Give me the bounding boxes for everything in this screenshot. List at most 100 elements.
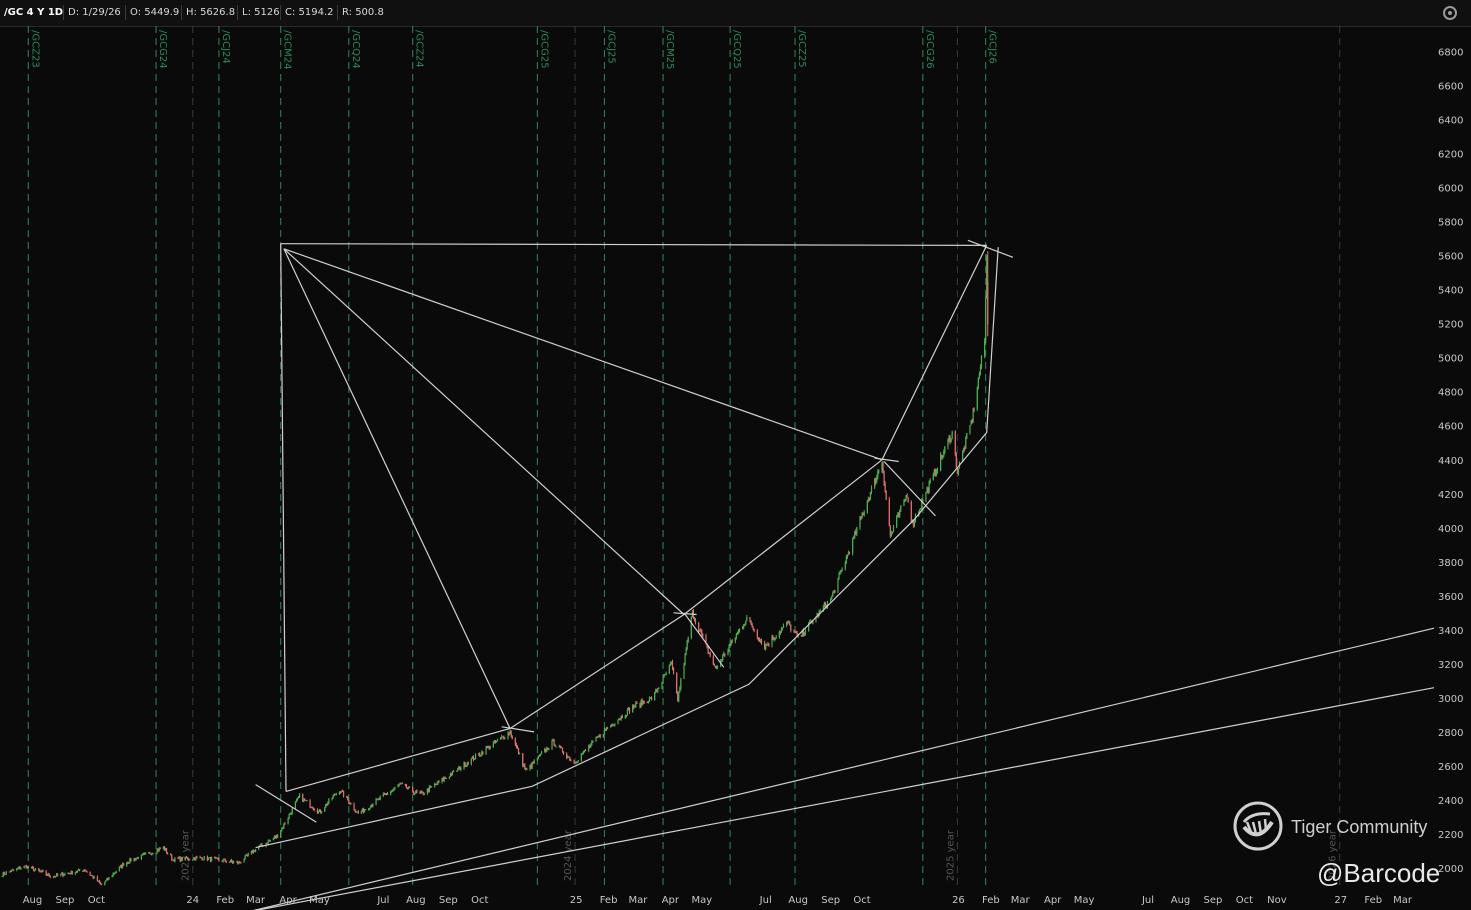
candle-body <box>957 468 960 474</box>
candle-body <box>870 487 873 493</box>
candle <box>596 736 598 738</box>
candle <box>921 497 923 511</box>
candle-body <box>881 463 883 471</box>
settings-gear-icon[interactable] <box>1443 6 1457 20</box>
candle-body <box>624 715 626 718</box>
candle-body <box>68 873 70 875</box>
candle <box>53 875 56 878</box>
candle-body <box>194 857 196 861</box>
chart-header: /GC 4 Y 1D D: 1/29/26 O: 5449.9 H: 5626.… <box>0 0 1471 27</box>
candle-body <box>844 562 846 569</box>
candle-body <box>500 737 502 740</box>
candle <box>280 830 282 838</box>
trendline <box>255 784 317 823</box>
candle-body <box>906 495 908 498</box>
candle <box>63 873 65 877</box>
candle <box>426 788 428 795</box>
candle <box>685 647 687 656</box>
candle <box>584 748 587 752</box>
candle <box>581 752 583 755</box>
candle-body <box>628 708 631 713</box>
trendline <box>280 243 987 246</box>
candle-body <box>478 753 480 755</box>
candle <box>926 486 928 493</box>
candle <box>158 847 160 852</box>
candle-body <box>4 874 6 876</box>
candle <box>671 659 674 671</box>
candle-body <box>99 882 102 884</box>
candle-body <box>463 762 465 769</box>
trendline <box>883 461 936 517</box>
candle-body <box>96 876 99 882</box>
candle-body <box>327 802 329 805</box>
candle <box>311 806 313 809</box>
candle <box>356 811 358 813</box>
candle-body <box>890 533 893 537</box>
price-tick: 2400 <box>1438 796 1463 807</box>
candle <box>416 789 418 794</box>
candle <box>884 481 886 493</box>
candle <box>157 848 159 853</box>
candle-body <box>397 785 399 788</box>
candle-body <box>605 728 608 730</box>
candle <box>230 858 233 863</box>
candle <box>941 454 943 460</box>
candle <box>978 371 980 380</box>
candle <box>306 799 308 802</box>
candle <box>782 623 785 629</box>
price-tick: 2200 <box>1438 830 1463 841</box>
candle-body <box>823 603 825 608</box>
candle-body <box>977 377 979 388</box>
candle-body <box>940 454 942 471</box>
candle <box>64 872 66 876</box>
candle <box>319 809 322 814</box>
candle-body <box>536 759 538 761</box>
candle <box>2 871 4 878</box>
candle-body <box>368 808 370 810</box>
candle <box>844 560 846 571</box>
candle <box>852 537 854 556</box>
expiration-label: /GCM24 <box>282 30 293 69</box>
candle <box>823 601 825 608</box>
candle-body <box>684 653 686 665</box>
candle <box>295 798 298 803</box>
candle <box>430 786 433 788</box>
candle-body <box>260 844 262 846</box>
candle <box>216 857 218 859</box>
author-handle: @Barcode <box>1317 858 1441 888</box>
candle-body <box>910 501 912 523</box>
price-tick: 6200 <box>1438 150 1463 161</box>
candle-body <box>570 760 572 762</box>
candle-body <box>71 870 73 875</box>
candle <box>236 861 238 863</box>
candle <box>853 535 855 540</box>
trendline-drawings[interactable] <box>193 239 1435 910</box>
candle <box>963 447 965 454</box>
candle <box>346 795 348 798</box>
candle-body <box>340 790 343 793</box>
candle <box>793 629 795 633</box>
candle <box>511 735 513 740</box>
candle-body <box>448 777 450 779</box>
time-tick: Sep <box>56 895 75 906</box>
candle <box>18 866 20 870</box>
candlesticks <box>1 251 989 886</box>
symbol-label[interactable]: /GC 4 Y 1D <box>4 7 64 18</box>
candle <box>313 808 315 812</box>
time-tick: Mar <box>1011 895 1031 906</box>
candle <box>503 735 505 740</box>
trendline <box>501 726 535 733</box>
candle <box>113 872 115 875</box>
candle-body <box>591 741 593 745</box>
candle <box>297 795 300 799</box>
candle-body <box>920 508 922 510</box>
price-chart[interactable]: /GCZ23/GCG24/GCJ24/GCM24/GCQ24/GCZ24/GCG… <box>0 26 1471 910</box>
candle <box>443 776 445 783</box>
candle-body <box>663 674 665 677</box>
candle-body <box>223 859 225 861</box>
candle <box>361 808 364 813</box>
candle <box>489 745 491 750</box>
candle <box>486 745 488 749</box>
candle-body <box>26 866 28 869</box>
candle-body <box>778 632 780 637</box>
